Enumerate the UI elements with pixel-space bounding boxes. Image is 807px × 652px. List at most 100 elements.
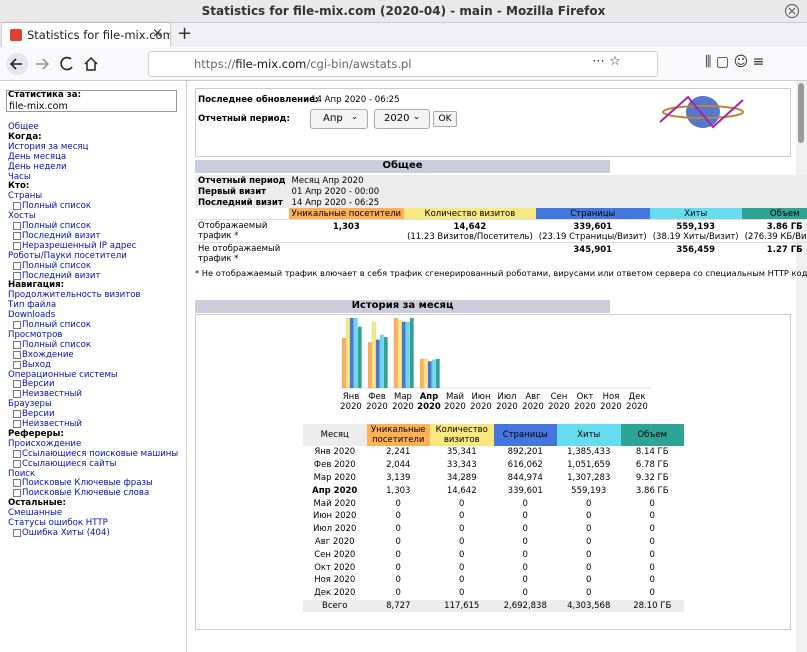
nav-sublink[interactable]: Поисковые Ключевые слова [22,488,150,499]
total-value: 117,615 [444,600,480,611]
new-tab[interactable]: + [177,23,193,44]
traffic-note: (38.19 Хиты/Визит) [652,232,739,242]
nav-sublink[interactable]: Полный список [22,339,92,350]
traffic-cell: 339,601 (23.19 Страницы/Визит) [536,220,650,243]
period-label: Отчетный период: [198,114,290,124]
metric-header: Хиты [557,424,621,446]
tab-close[interactable]: × [152,26,163,41]
nav-sublink[interactable]: Неизвестный [22,419,82,429]
year: 2020 [333,447,356,458]
total-value: 8,727 [386,600,411,611]
traffic-value: 3.86 ГБ [766,222,803,232]
history-value: 0 [586,588,592,599]
nav-link[interactable]: День недели [8,161,67,172]
nav-sublink[interactable]: Полный список [22,320,92,330]
month-cell: Сен 2020 [303,548,367,561]
history-value: 0 [459,524,465,535]
nav-buttons[interactable] [4,51,104,77]
nav-sublink[interactable]: Ошибка Хиты (404) [22,527,110,538]
nav-sublink[interactable]: Ссылающиеся сайты [22,458,117,469]
history-table: Месяц Уникальные посетители Количество виз… [303,424,684,612]
ok-button[interactable]: OK [433,111,457,127]
history-value: 0 [586,536,592,547]
history-value: 0 [649,536,655,547]
total-row: Всего 8,727 117,615 2,692,838 4,303,568 28.10… [303,599,684,612]
nav-sublink[interactable]: Полный список [22,221,92,231]
nav-link[interactable]: Смешанные [8,508,63,519]
month-label: Апр [420,392,439,402]
tab[interactable]: Statistics for file-mix.com ( × [2,23,170,47]
history-value: 0 [459,562,465,573]
history-row: Мар 2020 3,139 34,289 844,974 1,307,283 9.32 … [303,472,684,485]
nav-link[interactable]: Просмотров [8,329,63,340]
month-select[interactable]: Апр ⌄ [310,109,368,129]
url: https://file-mix.com/cgi-bin/awstats.pl [194,57,411,71]
nav-link[interactable]: Роботы/Пауки посетители [8,250,127,261]
history-value: 0 [522,575,528,586]
nav-link[interactable]: История за месяц [8,141,89,152]
nav-sublink[interactable]: Версии [22,379,55,390]
nav-sublink[interactable]: Поисковые Ключевые фразы [22,478,153,489]
history-value: 0 [586,575,592,586]
nav-link[interactable]: Статусы ошибок HTTP [8,518,108,528]
toolbar-icons[interactable]: ⫼ ▢ ☺ ≡ [705,54,765,70]
page-actions[interactable]: ⋯ ☆ [592,54,621,69]
history-row: Июл 2020 0 0 0 0 0 [303,523,684,536]
scroll-thumb[interactable] [798,83,804,143]
year-label: 2020 [496,402,518,412]
nav-link[interactable]: Downloads [8,310,56,321]
section-title: Общее [382,160,423,171]
history-value: 0 [459,536,465,547]
nav-sublink[interactable]: Вхождение [22,349,74,360]
month-cell: Окт 2020 [303,561,367,574]
history-value: 2,241 [386,447,411,458]
month: Ноя [314,575,331,586]
nav-link[interactable]: Происхождение [8,438,82,449]
nav-link[interactable]: Продолжительность визитов [8,290,141,301]
traffic-value: 356,459 [676,245,716,255]
nav-sublink[interactable]: Последний визит [22,270,101,281]
nav-link[interactable]: Тип файла [8,300,57,311]
nav-link[interactable]: Браузеры [8,399,52,410]
sub-icon [13,271,21,280]
month-label: Авг [525,392,541,402]
month-cell: Дек 2020 [303,587,367,600]
bar [423,358,428,389]
history-value: 0 [395,575,401,586]
nav-link[interactable]: Операционные системы [8,369,118,380]
nav-link[interactable]: Часы [8,171,31,182]
bar [397,319,402,389]
nav-link[interactable]: Хосты [8,211,36,222]
month: Июн [313,511,333,522]
summary-label: Отчетный период [195,175,289,186]
history-value: 0 [395,524,401,535]
nav-sublink[interactable]: Выход [22,359,51,370]
bar [357,326,362,389]
month: Мар [313,472,332,483]
nav-sublink[interactable]: Неизвестный [22,389,82,400]
year-select[interactable]: 2020 ⌄ [374,109,430,129]
sub-icon [13,222,21,230]
total-value: 28.10 ГБ [633,600,672,611]
nav-sublink[interactable]: Ссылающиеся поисковые машины [22,448,179,459]
nav-sublink[interactable]: Версии [22,409,55,420]
history-value: 844,974 [507,472,543,483]
site-input[interactable]: file-mix.com [6,90,177,112]
history-value: 0 [586,498,592,509]
month-label: Ноя [603,392,620,402]
nav-link[interactable]: Общее [8,122,39,132]
url-bar[interactable]: https://file-mix.com/cgi-bin/awstats.pl … [148,51,658,77]
nav-sublink[interactable]: Неразрешенный IP адрес [22,240,137,251]
history-row: Янв 2020 2,241 35,341 892,201 1,385,433 8.14 … [303,446,684,459]
summary-table: Отчетный период Месяц Апр 2020 Первый визи… [195,175,807,265]
nav-link[interactable]: День месяца [8,151,67,162]
nav-sublink[interactable]: Полный список [22,201,92,212]
close-button[interactable] [784,3,800,19]
nav-sublink[interactable]: Последний визит [22,230,101,241]
nav-link[interactable]: Страны [8,191,43,202]
nav-link[interactable]: Поиск [8,468,36,479]
nav-heading: Навигация: [8,280,65,291]
history-value: 1,303 [386,485,411,496]
history-row: Ноя 2020 0 0 0 0 0 [303,574,684,587]
nav-sublink[interactable]: Полный список [22,260,92,271]
